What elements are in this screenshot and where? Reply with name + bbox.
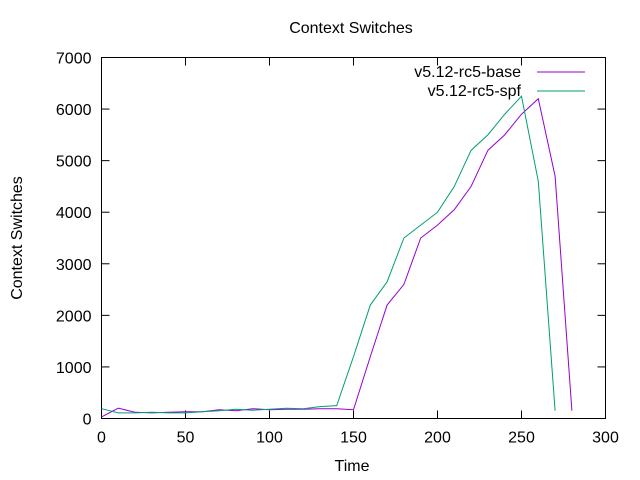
y-axis-label: Context Switches <box>9 176 26 300</box>
x-tick-label: 150 <box>340 430 367 447</box>
legend-entry-label: v5.12-rc5-spf <box>428 83 522 100</box>
legend: v5.12-rc5-base v5.12-rc5-spf <box>414 64 585 100</box>
y-tick-label: 4000 <box>56 205 92 222</box>
x-tick-label: 250 <box>508 430 535 447</box>
y-tick-label: 3000 <box>56 257 92 274</box>
x-tick-label: 200 <box>424 430 451 447</box>
plot-frame <box>101 57 606 419</box>
y-tick-label: 5000 <box>56 154 92 171</box>
series-line-1 <box>101 95 556 414</box>
y-tick-label: 6000 <box>56 102 92 119</box>
x-axis: 0 50 100 150 200 250 300 <box>97 57 619 447</box>
x-axis-label: Time <box>335 458 370 475</box>
legend-entry-label: v5.12-rc5-base <box>414 64 521 81</box>
y-tick-label: 1000 <box>56 360 92 377</box>
y-tick-label: 2000 <box>56 308 92 325</box>
y-tick-label: 7000 <box>56 51 92 68</box>
series-line-0 <box>101 97 573 418</box>
x-tick-label: 50 <box>177 430 195 447</box>
chart-title: Context Switches <box>289 20 413 37</box>
x-tick-label: 100 <box>256 430 283 447</box>
x-tick-label: 300 <box>592 430 619 447</box>
y-axis: 0 1000 2000 3000 4000 5000 6000 7000 <box>56 51 606 429</box>
series-lines <box>101 95 573 418</box>
x-tick-label: 0 <box>97 430 106 447</box>
y-tick-label: 0 <box>83 412 92 429</box>
